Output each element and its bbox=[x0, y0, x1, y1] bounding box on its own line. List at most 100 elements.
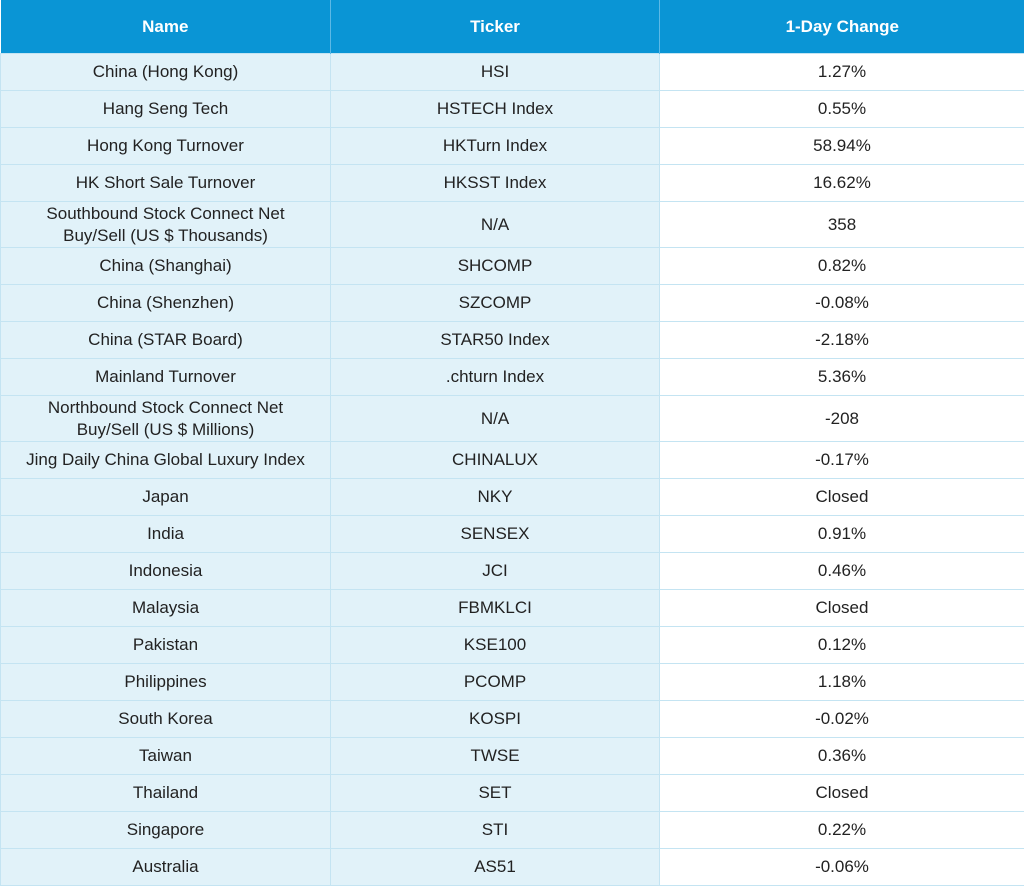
change-cell: 16.62% bbox=[659, 164, 1024, 202]
ticker-cell: CHINALUX bbox=[330, 441, 660, 479]
ticker-cell: KSE100 bbox=[330, 626, 660, 664]
ticker-cell: FBMKLCI bbox=[330, 589, 660, 627]
table-row: HK Short Sale Turnover HKSST Index 16.62% bbox=[0, 164, 1024, 202]
ticker-cell: N/A bbox=[330, 201, 660, 248]
cell-line: Buy/Sell (US $ Thousands) bbox=[63, 225, 268, 245]
ticker-cell: SET bbox=[330, 774, 660, 812]
table-row: Singapore STI 0.22% bbox=[0, 811, 1024, 849]
name-cell: Thailand bbox=[0, 774, 331, 812]
change-cell: 5.36% bbox=[659, 358, 1024, 396]
table-row: Pakistan KSE100 0.12% bbox=[0, 626, 1024, 664]
change-cell: -0.02% bbox=[659, 700, 1024, 738]
table-row: South Korea KOSPI -0.02% bbox=[0, 700, 1024, 738]
ticker-cell: SZCOMP bbox=[330, 284, 660, 322]
change-cell: 0.46% bbox=[659, 552, 1024, 590]
table-body: China (Hong Kong) HSI 1.27% Hang Seng Tech H… bbox=[0, 53, 1024, 886]
change-cell: -0.06% bbox=[659, 848, 1024, 886]
ticker-cell: STI bbox=[330, 811, 660, 849]
table-row: Southbound Stock Connect Net Buy/Sell (US… bbox=[0, 201, 1024, 248]
ticker-cell: PCOMP bbox=[330, 663, 660, 701]
name-cell: China (Shanghai) bbox=[0, 247, 331, 285]
change-cell: 0.22% bbox=[659, 811, 1024, 849]
change-cell: 0.82% bbox=[659, 247, 1024, 285]
ticker-cell: HSTECH Index bbox=[330, 90, 660, 128]
ticker-cell: HKSST Index bbox=[330, 164, 660, 202]
change-cell: 1.18% bbox=[659, 663, 1024, 701]
column-header: 1-Day Change bbox=[659, 0, 1024, 54]
table-row: China (STAR Board) STAR50 Index -2.18% bbox=[0, 321, 1024, 359]
column-header: Name bbox=[0, 0, 331, 54]
name-cell: China (Shenzhen) bbox=[0, 284, 331, 322]
cell-line: Southbound Stock Connect Net bbox=[46, 203, 285, 223]
name-cell: Jing Daily China Global Luxury Index bbox=[0, 441, 331, 479]
name-cell: Pakistan bbox=[0, 626, 331, 664]
ticker-cell: .chturn Index bbox=[330, 358, 660, 396]
name-cell: India bbox=[0, 515, 331, 553]
name-cell: Hang Seng Tech bbox=[0, 90, 331, 128]
ticker-cell: JCI bbox=[330, 552, 660, 590]
column-header: Ticker bbox=[330, 0, 660, 54]
ticker-cell: SHCOMP bbox=[330, 247, 660, 285]
ticker-cell: STAR50 Index bbox=[330, 321, 660, 359]
change-cell: -0.17% bbox=[659, 441, 1024, 479]
table-row: Hang Seng Tech HSTECH Index 0.55% bbox=[0, 90, 1024, 128]
change-cell: 0.55% bbox=[659, 90, 1024, 128]
table-row: China (Shenzhen) SZCOMP -0.08% bbox=[0, 284, 1024, 322]
cell-line: Buy/Sell (US $ Millions) bbox=[76, 419, 255, 439]
table-row: China (Hong Kong) HSI 1.27% bbox=[0, 53, 1024, 91]
table-row: Japan NKY Closed bbox=[0, 478, 1024, 516]
name-cell: Mainland Turnover bbox=[0, 358, 331, 396]
change-cell: Closed bbox=[659, 774, 1024, 812]
change-cell: -0.08% bbox=[659, 284, 1024, 322]
ticker-cell: NKY bbox=[330, 478, 660, 516]
name-cell: South Korea bbox=[0, 700, 331, 738]
table-row: Taiwan TWSE 0.36% bbox=[0, 737, 1024, 775]
table-row: Northbound Stock Connect Net Buy/Sell (US… bbox=[0, 395, 1024, 442]
name-cell: China (STAR Board) bbox=[0, 321, 331, 359]
ticker-cell: HSI bbox=[330, 53, 660, 91]
change-cell: 0.91% bbox=[659, 515, 1024, 553]
table-row: Thailand SET Closed bbox=[0, 774, 1024, 812]
name-cell: HK Short Sale Turnover bbox=[0, 164, 331, 202]
change-cell: 358 bbox=[659, 201, 1024, 248]
name-cell: Malaysia bbox=[0, 589, 331, 627]
table-row: India SENSEX 0.91% bbox=[0, 515, 1024, 553]
name-cell: China (Hong Kong) bbox=[0, 53, 331, 91]
table-row: Malaysia FBMKLCI Closed bbox=[0, 589, 1024, 627]
name-cell: Hong Kong Turnover bbox=[0, 127, 331, 165]
name-cell: Northbound Stock Connect Net Buy/Sell (US… bbox=[0, 395, 331, 442]
table-row: Mainland Turnover .chturn Index 5.36% bbox=[0, 358, 1024, 396]
name-cell: Japan bbox=[0, 478, 331, 516]
change-cell: Closed bbox=[659, 478, 1024, 516]
table-row: Australia AS51 -0.06% bbox=[0, 848, 1024, 886]
change-cell: -2.18% bbox=[659, 321, 1024, 359]
name-cell: Indonesia bbox=[0, 552, 331, 590]
table-row: Indonesia JCI 0.46% bbox=[0, 552, 1024, 590]
name-cell: Singapore bbox=[0, 811, 331, 849]
ticker-cell: AS51 bbox=[330, 848, 660, 886]
header-row: Name Ticker 1-Day Change bbox=[0, 0, 1024, 54]
table-row: China (Shanghai) SHCOMP 0.82% bbox=[0, 247, 1024, 285]
ticker-cell: KOSPI bbox=[330, 700, 660, 738]
name-cell: Australia bbox=[0, 848, 331, 886]
change-cell: 0.12% bbox=[659, 626, 1024, 664]
table-header: Name Ticker 1-Day Change bbox=[0, 0, 1024, 54]
name-cell: Philippines bbox=[0, 663, 331, 701]
table-row: Jing Daily China Global Luxury Index CHIN… bbox=[0, 441, 1024, 479]
change-cell: Closed bbox=[659, 589, 1024, 627]
change-cell: 58.94% bbox=[659, 127, 1024, 165]
change-cell: -208 bbox=[659, 395, 1024, 442]
table-row: Hong Kong Turnover HKTurn Index 58.94% bbox=[0, 127, 1024, 165]
ticker-cell: TWSE bbox=[330, 737, 660, 775]
name-cell: Taiwan bbox=[0, 737, 331, 775]
ticker-cell: HKTurn Index bbox=[330, 127, 660, 165]
change-cell: 1.27% bbox=[659, 53, 1024, 91]
table-row: Philippines PCOMP 1.18% bbox=[0, 663, 1024, 701]
name-cell: Southbound Stock Connect Net Buy/Sell (US… bbox=[0, 201, 331, 248]
ticker-cell: SENSEX bbox=[330, 515, 660, 553]
cell-line: Northbound Stock Connect Net bbox=[47, 397, 284, 417]
ticker-cell: N/A bbox=[330, 395, 660, 442]
change-cell: 0.36% bbox=[659, 737, 1024, 775]
